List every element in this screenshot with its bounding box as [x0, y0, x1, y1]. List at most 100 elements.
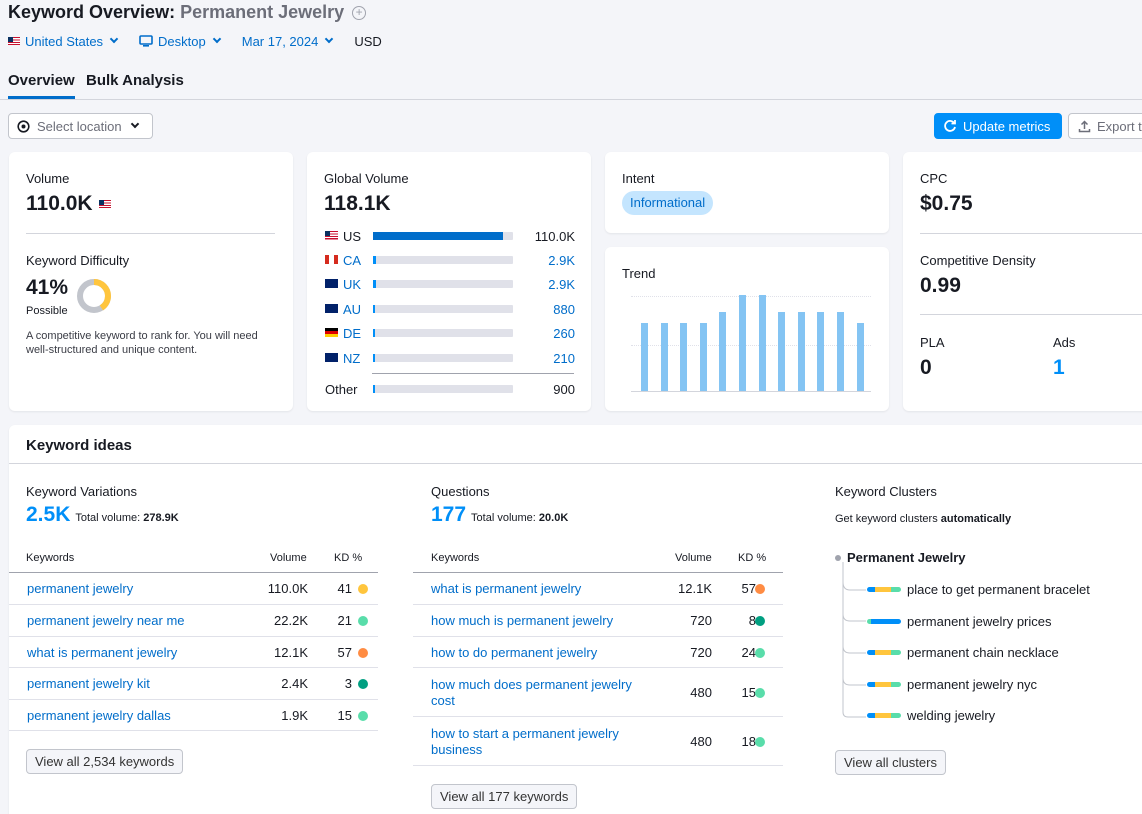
chevron-down-icon — [325, 34, 334, 44]
country-bar-us — [373, 232, 503, 240]
country-row-us: US 110.0K — [325, 228, 575, 244]
kd-cell: 57 — [741, 581, 756, 596]
divider — [9, 463, 1142, 464]
volume-cell: 720 — [690, 644, 712, 660]
cpc-value: $0.75 — [920, 192, 973, 215]
kd-indicator-dot — [755, 647, 765, 658]
update-metrics-button[interactable]: Update metrics — [934, 113, 1062, 139]
keyword-link[interactable]: permanent jewelry dallas — [27, 707, 171, 723]
tab-bulk-analysis[interactable]: Bulk Analysis — [86, 72, 184, 89]
table-row: permanent jewelry kit 2.4K 3 — [9, 668, 378, 700]
kd-indicator-dot — [358, 679, 368, 689]
column-header-volume: Volume — [675, 552, 712, 564]
cluster-item[interactable]: permanent chain necklace — [867, 645, 1059, 660]
kd-cell: 3 — [344, 676, 352, 691]
desktop-icon — [139, 35, 153, 47]
country-bar-other — [373, 385, 375, 393]
kd-indicator-dot — [358, 584, 368, 594]
keyword-link[interactable]: how much does permanent jewelry cost — [431, 677, 632, 708]
keyword-link[interactable]: permanent jewelry near me — [27, 613, 185, 628]
cluster-item[interactable]: welding jewelry — [867, 708, 995, 723]
keyword-link[interactable]: what is permanent jewelry — [431, 581, 582, 596]
trend-bar[interactable] — [739, 295, 746, 391]
keyword-link[interactable]: how much is permanent jewelry — [431, 613, 614, 628]
trend-bar[interactable] — [856, 323, 864, 391]
cluster-item[interactable]: permanent jewelry nyc — [867, 677, 1037, 692]
global-volume-value: 118.1K — [324, 192, 391, 215]
country-row-uk[interactable]: UK 2.9K — [325, 276, 575, 292]
country-filter[interactable]: United States — [8, 34, 119, 49]
au-flag-icon — [325, 304, 338, 313]
view-all-variations-button[interactable]: View all 2,534 keywords — [26, 749, 184, 774]
country-row-de[interactable]: DE 260 — [325, 325, 575, 341]
view-all-clusters-button[interactable]: View all clusters — [835, 750, 946, 775]
global-volume-label: Global Volume — [324, 171, 409, 186]
tab-overview[interactable]: Overview — [8, 72, 75, 99]
kd-indicator-dot — [755, 687, 765, 698]
trend-bar[interactable] — [660, 323, 668, 391]
keyword-link[interactable]: permanent jewelry — [27, 581, 134, 596]
volume-cell: 22.2K — [274, 613, 308, 628]
ads-value[interactable]: 1 — [1053, 356, 1065, 379]
cluster-intent-bar — [867, 619, 901, 624]
cluster-root-dot — [835, 555, 841, 561]
ca-flag-icon — [325, 255, 338, 264]
table-row: what is permanent jewelry 12.1K 57 — [9, 637, 378, 668]
table-row: how much does permanent jewelry cost 480 1… — [413, 668, 783, 717]
table-row: permanent jewelry near me 22.2K 21 — [9, 605, 378, 637]
cluster-root: Permanent Jewelry — [847, 550, 966, 565]
trend-bar[interactable] — [699, 323, 707, 391]
cluster-item[interactable]: permanent jewelry prices — [867, 614, 1052, 629]
country-bar-uk — [373, 280, 376, 288]
country-bar-ca — [373, 256, 376, 264]
volume-card: Volume 110.0K Keyword Difficulty 41% Pos… — [9, 152, 293, 411]
column-header-kd: KD % — [738, 552, 767, 564]
add-keyword-icon[interactable]: + — [352, 6, 367, 20]
variations-total: Total volume: 278.9K — [75, 512, 179, 524]
cluster-intent-bar — [867, 682, 901, 687]
date-filter[interactable]: Mar 17, 2024 — [242, 34, 334, 49]
trend-bar[interactable] — [719, 312, 727, 391]
country-row-au[interactable]: AU 880 — [325, 301, 575, 317]
select-location-dropdown[interactable]: Select location — [8, 113, 153, 139]
kd-cell: 41 — [337, 581, 352, 596]
keyword-link[interactable]: how to do permanent jewelry — [431, 644, 598, 660]
keyword-link[interactable]: what is permanent jewelry — [27, 644, 178, 660]
cluster-tree-lines — [842, 562, 866, 718]
volume-cell: 720 — [690, 613, 712, 628]
keyword-link[interactable]: permanent jewelry kit — [27, 676, 150, 691]
kd-cell: 18 — [741, 733, 756, 749]
table-row: permanent jewelry 110.0K 41 — [9, 573, 378, 605]
intent-badge: Informational — [622, 191, 714, 215]
variations-count[interactable]: 2.5K — [26, 503, 71, 526]
volume-label: Volume — [26, 171, 70, 186]
country-row-ca[interactable]: CA 2.9K — [325, 252, 575, 268]
export-button[interactable]: Export t — [1068, 113, 1142, 139]
trend-bar[interactable] — [797, 312, 805, 391]
cluster-item-label: permanent chain necklace — [907, 645, 1059, 660]
pla-value: 0 — [920, 356, 932, 379]
cluster-item[interactable]: place to get permanent bracelet — [867, 582, 1090, 597]
keyword-clusters-label: Keyword Clusters — [835, 484, 937, 499]
global-volume-card: Global Volume 118.1K US 110.0K CA 2.9K U… — [307, 152, 591, 411]
table-row: how much is permanent jewelry 720 8 — [413, 605, 783, 637]
country-row-nz[interactable]: NZ 210 — [325, 350, 575, 366]
trend-label: Trend — [622, 266, 656, 281]
trend-bar[interactable] — [837, 312, 844, 391]
intent-card: Intent Informational — [605, 152, 889, 233]
trend-bar[interactable] — [817, 312, 825, 391]
trend-bar[interactable] — [778, 312, 786, 391]
trend-bar[interactable] — [758, 295, 766, 391]
view-all-questions-button[interactable]: View all 177 keywords — [431, 784, 578, 809]
country-bar-au — [373, 305, 375, 313]
trend-bar[interactable] — [680, 323, 688, 391]
volume-cell: 1.9K — [281, 707, 308, 723]
trend-bar[interactable] — [641, 323, 648, 391]
device-filter[interactable]: Desktop — [139, 34, 221, 49]
kd-cell: 15 — [741, 684, 756, 700]
questions-count[interactable]: 177 — [431, 503, 467, 526]
currency-label: USD — [354, 33, 382, 49]
difficulty-description: A competitive keyword to rank for. You w… — [26, 330, 258, 356]
keyword-link[interactable]: how to start a permanent jewelry busines… — [431, 726, 619, 757]
kd-cell: 8 — [748, 613, 756, 628]
